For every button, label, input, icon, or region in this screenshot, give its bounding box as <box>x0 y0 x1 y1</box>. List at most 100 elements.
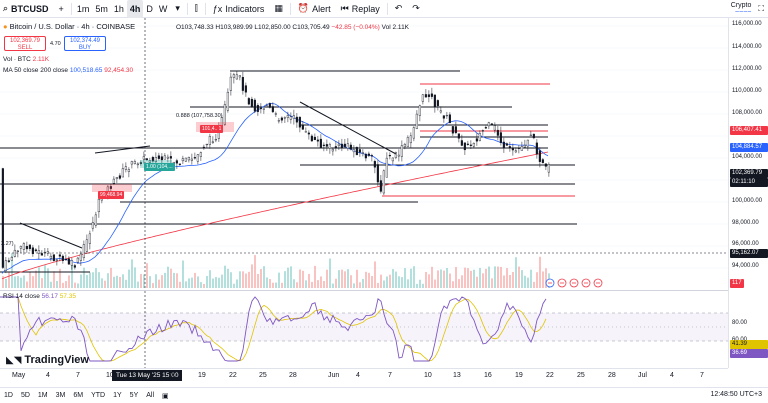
templates-button[interactable]: ▦ <box>269 0 288 18</box>
volume-bar <box>269 279 271 288</box>
volume-bar <box>542 271 544 288</box>
timeframe-4h[interactable]: 4h <box>126 0 144 18</box>
candle-body <box>1 168 4 268</box>
time-tick: 19 <box>198 372 206 379</box>
undo-button[interactable]: ↶ <box>390 0 408 18</box>
fullscreen-icon[interactable]: ⛶ <box>758 4 764 13</box>
candle-body <box>25 246 28 250</box>
price-tag-red: 106,407.41 <box>730 126 768 135</box>
candle-body <box>508 146 511 148</box>
time-axis[interactable]: Tue 13 May '25 15:00 May 4 7 10 16 19 22 25 28 Ju… <box>0 368 728 382</box>
trendline <box>299 101 397 155</box>
candle-body <box>391 157 394 162</box>
candle-body <box>292 115 295 119</box>
candle-body <box>28 244 31 249</box>
candle-body <box>256 105 259 112</box>
range-5D[interactable]: 5D <box>20 392 30 399</box>
rsi-legend[interactable]: RSI 14 close 56.17 57.35 <box>3 293 77 300</box>
volume-bar <box>341 269 343 288</box>
symbol-search[interactable]: ⌕ BTCUSD <box>0 0 54 18</box>
volume-bar <box>239 271 241 288</box>
clock[interactable]: 12:48:50 UTC+3 <box>710 391 762 398</box>
price-chart-canvas[interactable] <box>0 18 728 288</box>
volume-legend[interactable]: Vol · BTC 2.11K <box>3 56 50 63</box>
volume-bar <box>311 281 313 288</box>
candle-body <box>154 157 157 163</box>
alert-button[interactable]: ⏰ Alert <box>297 3 331 14</box>
candle-body <box>541 159 544 164</box>
volume-bar <box>389 274 391 288</box>
volume-bar <box>314 265 316 288</box>
last-price-tag: 102,369.79 <box>730 169 768 178</box>
replay-button[interactable]: ⏮ Replay <box>340 3 380 14</box>
timeframe-D[interactable]: D <box>146 3 153 14</box>
timeframe-dropdown[interactable]: ▾ <box>170 0 185 18</box>
candle-body <box>271 106 274 113</box>
volume-bar <box>110 267 112 288</box>
event-markers[interactable] <box>545 278 603 288</box>
range-5Y[interactable]: 5Y <box>129 392 139 399</box>
rsi-canvas[interactable] <box>0 291 728 368</box>
volume-bar <box>419 279 421 288</box>
rsi-pane[interactable] <box>0 290 728 368</box>
price-label: 104,000.00 <box>732 154 763 160</box>
volume-bar <box>317 280 319 288</box>
candle-body <box>19 246 22 249</box>
volume-bar <box>35 270 37 288</box>
volume-bar <box>467 268 469 288</box>
toolbar-right: Crypto ~~~~ ⛶ <box>731 0 764 18</box>
candle-body <box>307 132 310 135</box>
volume-bar <box>437 270 439 288</box>
range-1M[interactable]: 1M <box>37 392 48 399</box>
volume-bar <box>494 266 496 288</box>
volume-bar <box>455 267 457 288</box>
range-YTD[interactable]: YTD <box>91 392 106 399</box>
timeframe-5m[interactable]: 5m <box>95 3 108 14</box>
volume-bar <box>119 276 121 288</box>
candle-body <box>352 149 355 153</box>
range-1Y[interactable]: 1Y <box>113 392 122 399</box>
symbol-title[interactable]: ● Bitcoin / U.S. Dollar · 4h · COINBASE <box>3 22 136 31</box>
chart-type-button[interactable]: ⫿ <box>190 0 203 18</box>
redo-button[interactable]: ↷ <box>407 0 425 18</box>
candle-body <box>409 135 412 144</box>
volume-bar <box>536 272 538 288</box>
range-3M[interactable]: 3M <box>55 392 66 399</box>
grid-icon: ▦ <box>274 3 283 13</box>
buy-button[interactable]: 102,374.49 BUY <box>64 36 106 51</box>
candle-body <box>235 74 238 80</box>
volume-tag: 117 <box>730 279 744 288</box>
tradingview-watermark[interactable]: ◣◥ TradingView <box>6 354 89 366</box>
add-symbol-button[interactable]: + <box>58 3 64 14</box>
price-label: 108,000.00 <box>732 110 763 116</box>
range-6M[interactable]: 6M <box>73 392 84 399</box>
volume-bar <box>2 276 4 288</box>
volume-bar <box>431 266 433 288</box>
range-1D[interactable]: 1D <box>4 392 13 399</box>
fib-level-label: 0.888 (107,758.30) <box>176 113 223 119</box>
indicators-button[interactable]: ƒx Indicators <box>212 3 265 14</box>
timeframe-1m[interactable]: 1m <box>76 3 90 14</box>
ma-legend[interactable]: MA 50 close 200 close 100,518.65 92,454.… <box>3 67 134 74</box>
range-All[interactable]: All <box>146 392 155 399</box>
volume-bar <box>38 267 40 288</box>
sell-button[interactable]: 102,369.79 SELL <box>4 36 46 51</box>
candle-body <box>331 148 334 152</box>
volume-bar <box>146 263 148 288</box>
candle-body <box>22 243 25 250</box>
layout-name[interactable]: Crypto ~~~~ <box>730 2 752 16</box>
price-scale[interactable]: 116,000.00 114,000.00 112,000.00 110,000… <box>728 18 768 368</box>
volume-bar <box>422 283 424 288</box>
timeframe-1h[interactable]: 1h <box>113 3 124 14</box>
candle-body <box>442 115 445 119</box>
candle-body <box>478 133 481 141</box>
price-chart-pane[interactable]: 0.888 (107,758.30) 99,468.94 101,4.. 1 1… <box>0 18 728 288</box>
timeframe-W[interactable]: W <box>158 3 168 14</box>
candles-icon: ⫿ <box>194 3 198 13</box>
rsi-value-tag: 36.69 <box>730 349 768 358</box>
volume-bars <box>2 253 550 288</box>
volume-bar <box>173 272 175 288</box>
time-tick: 22 <box>546 372 554 379</box>
date-range-picker[interactable]: ▣ <box>158 392 173 400</box>
price-label: 114,000.00 <box>732 44 762 50</box>
